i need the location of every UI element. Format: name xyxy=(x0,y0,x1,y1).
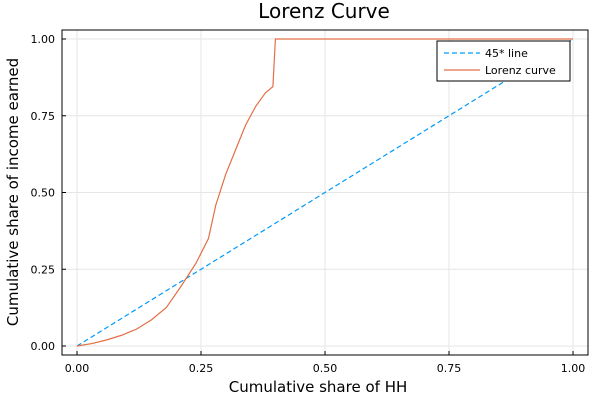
axis-ticks: 0.00 0.25 0.50 0.75 1.00 0.00 0.25 0.50 0.75 1.00 xyxy=(31,33,586,375)
x-tick-label: 0.75 xyxy=(437,362,462,375)
y-axis-label: Cumulative share of income earned xyxy=(4,58,22,326)
y-tick-label: 1.00 xyxy=(31,33,56,46)
legend-label-lorenz-curve: Lorenz curve xyxy=(485,64,556,77)
chart-title: Lorenz Curve xyxy=(258,0,390,23)
x-axis-label: Cumulative share of HH xyxy=(229,378,408,396)
y-tick-label: 0.50 xyxy=(31,187,56,200)
legend: 45* line Lorenz curve xyxy=(436,40,571,82)
y-tick-label: 0.25 xyxy=(31,263,56,276)
series-line-lorenz-curve xyxy=(76,38,573,347)
x-tick-label: 1.00 xyxy=(561,362,586,375)
legend-label-45-line: 45* line xyxy=(485,47,528,60)
series xyxy=(76,38,574,347)
legend-box xyxy=(436,40,571,82)
x-tick-label: 0.25 xyxy=(189,362,214,375)
x-tick-label: 0.00 xyxy=(65,362,90,375)
y-tick-label: 0.75 xyxy=(31,110,56,123)
series-line-45-line xyxy=(76,38,574,347)
x-tick-label: 0.50 xyxy=(313,362,338,375)
y-tick-label: 0.00 xyxy=(31,340,56,353)
